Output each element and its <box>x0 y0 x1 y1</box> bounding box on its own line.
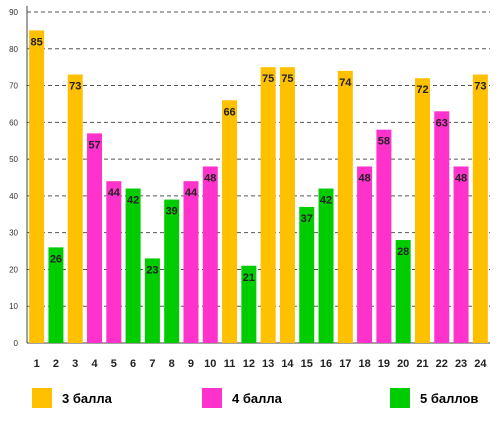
data-label-15: 37 <box>301 213 313 225</box>
legend-swatch-5-ballov <box>390 388 410 408</box>
x-tick-label-3: 3 <box>72 358 78 370</box>
bar-16-5-баллов <box>318 188 334 343</box>
data-label-19: 58 <box>378 136 390 148</box>
x-tick-label-19: 19 <box>378 358 390 370</box>
x-tick-label-10: 10 <box>204 358 216 370</box>
x-tick-label-18: 18 <box>358 358 370 370</box>
x-tick-label-24: 24 <box>474 358 487 370</box>
bar-9-4-балла <box>183 181 199 343</box>
data-label-11: 66 <box>223 106 235 118</box>
data-label-20: 28 <box>397 246 409 258</box>
data-label-21: 72 <box>416 84 428 96</box>
bar-24-3-балла <box>472 74 488 344</box>
y-tick-label: 30 <box>9 229 18 238</box>
y-tick-label: 40 <box>9 192 18 201</box>
bar-21-3-балла <box>414 78 430 343</box>
y-tick-label: 50 <box>9 155 18 164</box>
data-label-10: 48 <box>204 172 216 184</box>
bar-13-3-балла <box>260 67 276 344</box>
bar-20-5-баллов <box>395 240 411 343</box>
bar-17-3-балла <box>337 70 353 343</box>
bar-11-3-балла <box>222 100 238 344</box>
x-tick-label-21: 21 <box>416 358 428 370</box>
x-tick-label-5: 5 <box>111 358 117 370</box>
legend-item-3-balla: 3 балла <box>32 388 112 408</box>
y-tick-label: 90 <box>9 8 18 17</box>
data-label-17: 74 <box>339 77 352 89</box>
bar-4-4-балла <box>87 133 103 343</box>
bar-12-5-баллов <box>241 265 257 343</box>
bar-6-5-баллов <box>125 188 141 343</box>
x-tick-label-12: 12 <box>243 358 255 370</box>
x-tick-label-2: 2 <box>53 358 59 370</box>
data-label-5: 44 <box>108 187 121 199</box>
data-label-12: 21 <box>243 272 255 284</box>
data-label-4: 57 <box>88 139 100 151</box>
y-tick-label: 70 <box>9 82 18 91</box>
bar-14-3-балла <box>279 67 295 344</box>
data-label-6: 42 <box>127 195 139 207</box>
bar-8-5-баллов <box>164 199 180 343</box>
bar-10-4-балла <box>202 166 218 343</box>
x-tick-label-14: 14 <box>281 358 294 370</box>
bar-18-4-балла <box>357 166 373 343</box>
y-tick-label: 20 <box>9 265 18 274</box>
x-tick-label-6: 6 <box>130 358 136 370</box>
bar-3-3-балла <box>67 74 83 344</box>
x-tick-label-7: 7 <box>149 358 155 370</box>
x-tick-label-9: 9 <box>188 358 194 370</box>
data-label-3: 73 <box>69 81 81 93</box>
bar-5-4-балла <box>106 181 122 343</box>
legend-item-5-ballov: 5 баллов <box>390 388 478 408</box>
legend-label-3-balla: 3 балла <box>62 390 112 406</box>
data-label-24: 73 <box>474 81 486 93</box>
data-label-22: 63 <box>436 117 448 129</box>
data-label-7: 23 <box>146 264 158 276</box>
data-label-23: 48 <box>455 172 467 184</box>
x-tick-label-22: 22 <box>436 358 448 370</box>
x-tick-label-17: 17 <box>339 358 351 370</box>
bar-2-5-баллов <box>48 247 64 343</box>
data-label-18: 48 <box>358 172 370 184</box>
bar-15-5-баллов <box>299 206 315 343</box>
data-label-2: 26 <box>50 253 62 265</box>
x-tick-label-1: 1 <box>34 358 40 370</box>
data-label-8: 39 <box>166 206 178 218</box>
x-tick-label-23: 23 <box>455 358 467 370</box>
y-tick-label: 60 <box>9 118 18 127</box>
bar-22-4-балла <box>434 111 450 343</box>
legend-label-4-balla: 4 балла <box>232 390 282 406</box>
data-label-1: 85 <box>31 36 43 48</box>
x-tick-label-13: 13 <box>262 358 274 370</box>
bar-1-3-балла <box>29 30 45 344</box>
bar-19-4-балла <box>376 129 392 343</box>
y-tick-label: 10 <box>9 302 18 311</box>
legend-label-5-ballov: 5 баллов <box>420 390 479 406</box>
data-label-13: 75 <box>262 73 274 85</box>
bar-23-4-балла <box>453 166 469 343</box>
data-label-16: 42 <box>320 195 332 207</box>
y-tick-label: 0 <box>14 339 19 348</box>
legend-swatch-4-balla <box>202 388 222 408</box>
legend-swatch-3-balla <box>32 388 52 408</box>
x-tick-label-4: 4 <box>91 358 98 370</box>
y-tick-label: 80 <box>9 45 18 54</box>
x-tick-label-8: 8 <box>169 358 175 370</box>
legend-item-4-balla: 4 балла <box>202 388 282 408</box>
x-tick-label-16: 16 <box>320 358 332 370</box>
data-label-14: 75 <box>281 73 293 85</box>
x-tick-label-20: 20 <box>397 358 409 370</box>
data-label-9: 44 <box>185 187 198 199</box>
x-tick-label-15: 15 <box>301 358 313 370</box>
bar-7-5-баллов <box>144 258 160 343</box>
x-tick-label-11: 11 <box>224 358 236 370</box>
